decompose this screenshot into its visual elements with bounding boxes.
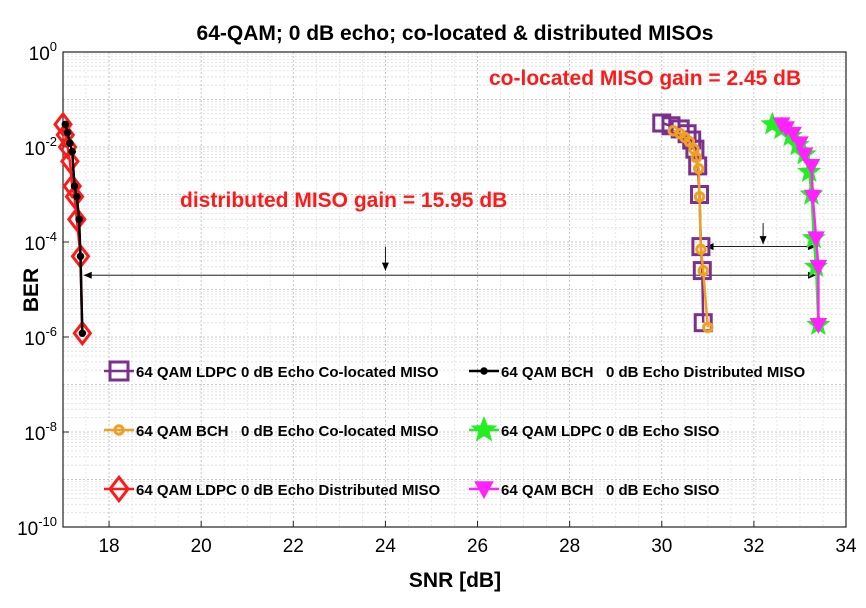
x-tick-label: 30 [651,536,672,557]
y-ticks-group: 100 10-2 10-4 10-6 10-8 10-10 [17,39,69,540]
x-tick-label: 28 [559,536,580,557]
data-point-5 [803,189,822,206]
data-point-4 [60,148,80,175]
data-point-1 [61,120,70,129]
grid-group [63,52,846,528]
legend-marker [108,474,130,504]
data-point-4 [64,183,85,210]
data-point-2 [695,243,707,256]
series-0 [652,113,713,333]
data-point-0 [693,313,713,333]
data-point-5 [802,159,821,175]
data-point-1 [63,128,72,137]
x-tick-label: 24 [375,536,397,557]
x-tick-label: 22 [283,536,304,557]
y-tick-label: 10-2 [24,134,57,160]
legend-label: 64 QAM BCH 0 dB Echo Distributed MISO [501,364,806,381]
annotation-distributed-gain: distributed MISO gain = 15.95 dB [180,189,507,212]
legend-marker [470,416,498,442]
y-tick-label: 100 [29,39,57,65]
legend-entry-4: 64 QAM LDPC 0 dB Echo Distributed MISO [104,474,441,504]
legend-entry-2: 64 QAM BCH 0 dB Echo Co-located MISO [104,423,439,440]
data-point-4 [62,173,83,199]
arrow-head [83,271,92,279]
data-point-2 [692,162,705,175]
x-ticks-group: 18 20 22 24 26 28 30 32 34 [98,521,857,557]
data-point-1 [76,252,85,261]
legend-label: 64 QAM BCH 0 dB Echo Co-located MISO [136,423,439,440]
data-point-2 [702,321,714,334]
data-point-4 [66,206,87,233]
data-point-1 [70,182,79,190]
data-point-5 [784,126,802,143]
y-axis-label: BER [20,268,43,312]
plot-frame [62,51,847,528]
legend-label: 64 QAM LDPC 0 dB Echo Distributed MISO [136,482,441,499]
legend-label: 64 QAM LDPC 0 dB Echo SISO [501,423,720,440]
series-5 [772,117,828,334]
annotation-colocated-gain: co-located MISO gain = 2.45 dB [489,67,801,90]
x-axis-label: SNR [dB] [409,569,501,592]
data-point-4 [53,111,73,138]
data-point-5 [809,317,828,334]
data-point-5 [807,231,825,248]
data-point-4 [72,320,93,347]
legend-marker [113,424,125,436]
y-tick-label: 10-4 [24,229,57,255]
y-tick-label: 10-10 [17,514,57,540]
data-point-5 [795,147,814,164]
x-tick-label: 26 [467,536,488,557]
chart-title: 64-QAM; 0 dB echo; co-located & distribu… [197,22,714,45]
data-point-2 [683,135,696,148]
legend-marker [108,360,130,382]
x-tick-label: 34 [835,536,857,557]
arrow-head [381,262,389,271]
data-point-1 [66,139,74,147]
y-tick-label: 10-6 [24,324,57,350]
data-point-1 [75,215,83,224]
legend-marker [480,367,488,375]
legend-entry-3: 64 QAM LDPC 0 dB Echo SISO [469,416,720,442]
data-point-2 [693,190,706,203]
legend: 64 QAM LDPC 0 dB Echo Co-located MISO 64 … [104,360,806,504]
x-tick-label: 32 [743,536,764,557]
legend-label: 64 QAM LDPC 0 dB Echo Co-located MISO [136,364,439,381]
legend-entry-0: 64 QAM LDPC 0 dB Echo Co-located MISO [104,360,439,382]
x-tick-label: 20 [191,536,212,557]
data-point-5 [791,136,809,153]
arrow-head [759,236,767,245]
data-point-2 [690,151,703,164]
data-point-5 [809,259,828,276]
series-1 [61,120,87,337]
legend-label: 64 QAM BCH 0 dB Echo SISO [501,482,720,499]
x-tick-label: 18 [98,536,119,557]
data-point-1 [78,329,87,337]
data-point-2 [697,264,709,277]
legend-entry-1: 64 QAM BCH 0 dB Echo Distributed MISO [469,364,806,381]
data-point-1 [68,147,76,156]
y-tick-label: 10-8 [24,419,57,445]
series-group [53,111,831,347]
series-2 [667,125,714,334]
data-point-1 [73,192,81,201]
legend-entry-5: 64 QAM BCH 0 dB Echo SISO [469,481,720,500]
legend-marker [474,481,494,500]
